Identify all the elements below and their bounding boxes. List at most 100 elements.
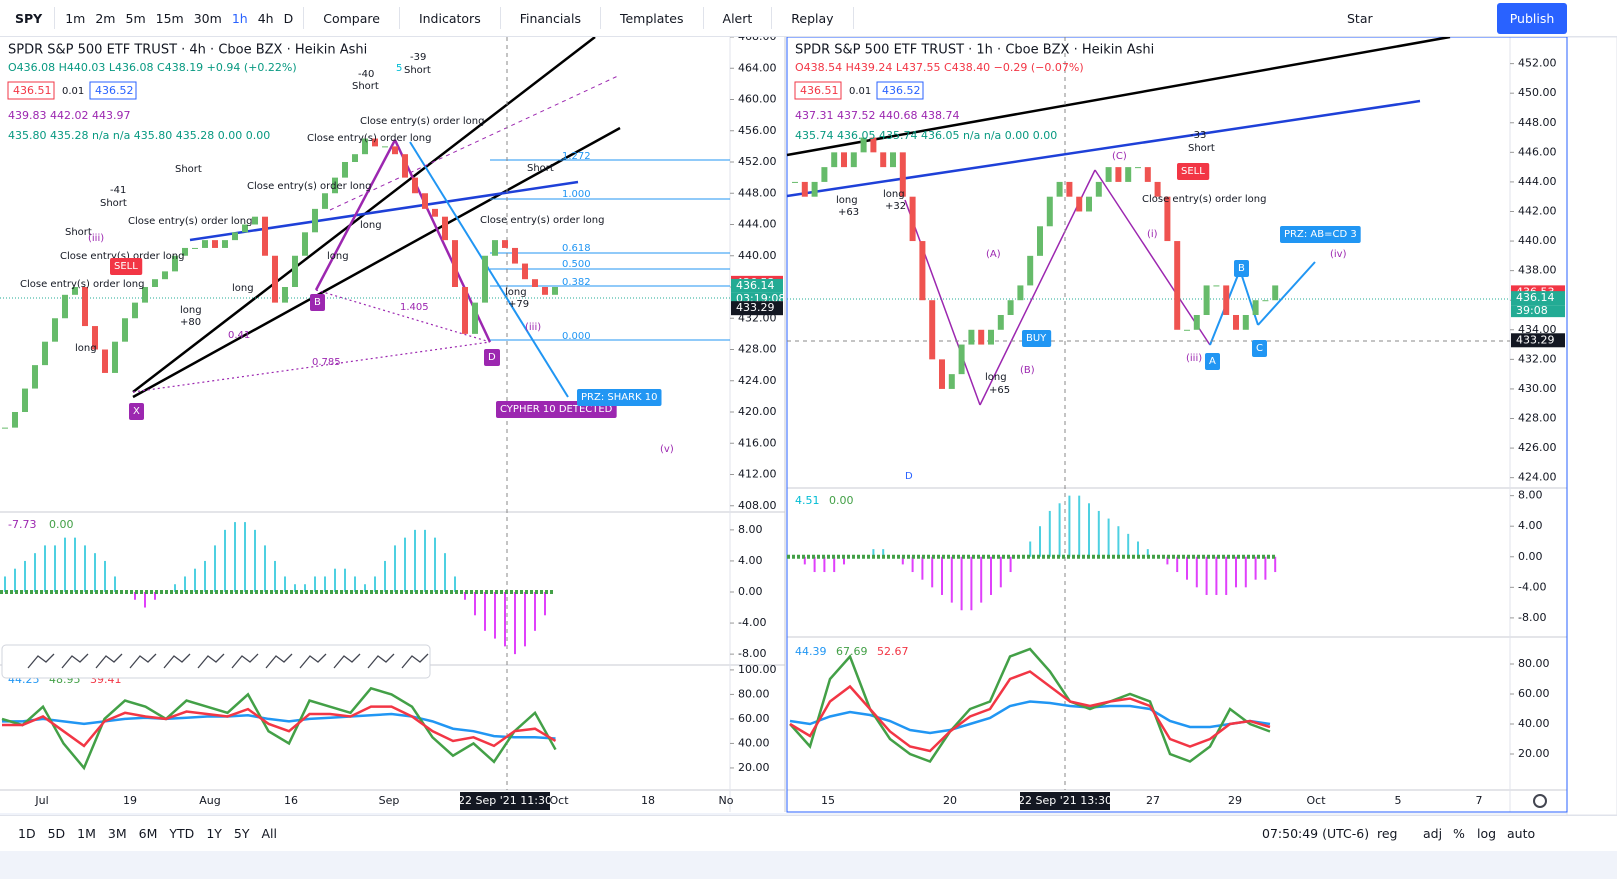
annotation: (iii) [525, 322, 541, 333]
range-button[interactable]: YTD [169, 826, 195, 841]
candle [132, 302, 138, 319]
active-frame [786, 36, 1568, 813]
ask-box [876, 81, 924, 100]
interval[interactable]: 2m [95, 10, 116, 26]
toolbar-button[interactable]: Compare [323, 10, 380, 26]
toolbar-button[interactable]: Financials [519, 10, 581, 26]
scale-option[interactable]: auto [1507, 826, 1536, 841]
candle [1135, 167, 1141, 169]
interval[interactable]: 1m [65, 10, 86, 26]
candle [152, 279, 158, 287]
scale-option[interactable]: reg [1377, 826, 1398, 841]
annotation: CYPHER 10 DETECTED [500, 404, 613, 415]
annotation-box [1280, 226, 1361, 243]
y-tick-label: 448.00 [738, 186, 777, 199]
price-label-text: 433.29 [1516, 333, 1555, 346]
toolbar-button[interactable]: Alert [722, 10, 753, 26]
annotation: A [1209, 356, 1216, 367]
toolbar-button[interactable]: Templates [619, 10, 684, 26]
candle [32, 365, 38, 389]
candle [1203, 285, 1210, 315]
candle [122, 318, 128, 342]
annotation: Close entry(s) order long [128, 216, 252, 227]
annotation: D [488, 352, 496, 363]
annotation: -33 [1190, 130, 1206, 141]
layout-name[interactable]: Star [1347, 10, 1373, 26]
range-button[interactable]: 5Y [233, 826, 250, 841]
range-button[interactable]: 5D [47, 826, 66, 841]
candle [342, 162, 348, 178]
scale-option[interactable]: log [1477, 826, 1497, 841]
candle [322, 193, 328, 209]
rsi-line [2, 705, 557, 748]
annotation: BUY [1026, 333, 1047, 344]
drawing-line [979, 169, 1096, 406]
range-button[interactable]: 1Y [206, 826, 222, 841]
annotation: +65 [989, 385, 1010, 396]
countdown: 39:08 [1516, 304, 1548, 317]
candle [72, 287, 78, 295]
candle [870, 137, 877, 153]
publish-button[interactable]: Publish [1497, 3, 1567, 34]
interval[interactable]: 15m [155, 10, 184, 26]
annotation: Short [65, 227, 92, 238]
annotation: long [180, 305, 202, 316]
annotation: +80 [180, 317, 201, 328]
drawing-tool-icon [333, 653, 361, 669]
annotation: 0.500 [562, 259, 591, 270]
candle [978, 329, 985, 345]
separator [54, 7, 56, 29]
y-tick-label: 424.00 [1518, 471, 1557, 484]
y-tick-label: 80.00 [1518, 657, 1550, 670]
interval[interactable]: D [283, 10, 294, 26]
rsi-line [789, 700, 1271, 735]
y-tick-label: 444.00 [738, 218, 777, 231]
candle [1223, 285, 1230, 315]
candle [352, 154, 358, 162]
candle [392, 146, 398, 155]
candle [102, 349, 108, 373]
symbol[interactable]: SPY [15, 10, 43, 26]
toolbar-button[interactable]: Indicators [418, 10, 481, 26]
y-tick-label: 8.00 [1518, 489, 1543, 502]
interval[interactable]: 4h [257, 10, 274, 26]
range-button[interactable]: 3M [107, 826, 127, 841]
candle [282, 287, 288, 303]
candle [302, 232, 308, 256]
separator [771, 7, 773, 29]
candle [382, 146, 388, 148]
annotation: Short [352, 81, 379, 92]
candle [1066, 181, 1073, 197]
scale-option[interactable]: % [1453, 826, 1465, 841]
annotation: Short [527, 163, 554, 174]
candle [1213, 285, 1220, 287]
x-tick-label: 5 [1395, 794, 1402, 807]
annotation: Short [175, 164, 202, 175]
drawing-line [904, 199, 981, 406]
scale-option[interactable]: adj [1423, 826, 1443, 841]
annotation: 0.618 [562, 243, 591, 254]
interval[interactable]: 1h [231, 10, 248, 26]
rsi-value: 67.69 [836, 645, 868, 658]
candle [112, 341, 118, 373]
candle [252, 216, 258, 225]
candle [442, 216, 448, 241]
drawing-tool-icon [163, 653, 191, 669]
range-button[interactable]: 1D [18, 826, 36, 841]
candle [792, 181, 798, 183]
candle [62, 294, 68, 319]
candle [82, 287, 88, 327]
candle [482, 255, 488, 303]
candle [2, 427, 8, 429]
interval[interactable]: 30m [193, 10, 222, 26]
annotation: Close entry(s) order long [247, 181, 371, 192]
toolbar-button[interactable]: Replay [791, 10, 834, 26]
annotation-box [1177, 163, 1210, 180]
range-button[interactable]: 6M [138, 826, 158, 841]
x-tick-label: 19 [123, 794, 137, 807]
interval[interactable]: 5m [125, 10, 146, 26]
candle [1184, 329, 1190, 331]
range-button[interactable]: All [261, 826, 278, 841]
drawing-line [786, 99, 1421, 198]
range-button[interactable]: 1M [77, 826, 96, 841]
